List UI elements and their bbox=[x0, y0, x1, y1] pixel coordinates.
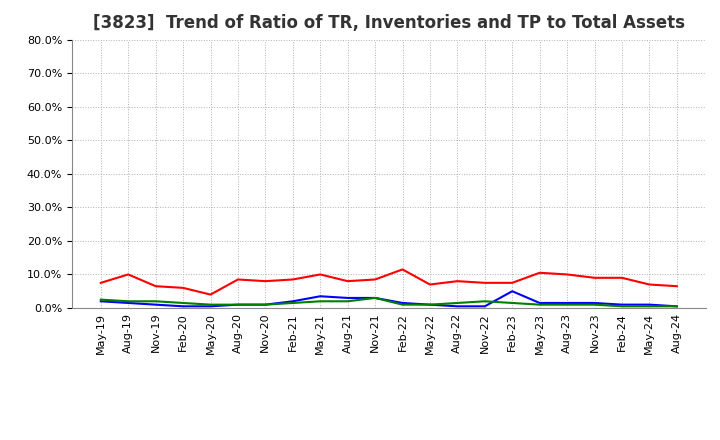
Inventories bbox=[124, 301, 132, 306]
Trade Payables bbox=[453, 301, 462, 306]
Trade Receivables bbox=[645, 282, 654, 287]
Inventories bbox=[508, 289, 516, 294]
Trade Payables bbox=[536, 302, 544, 307]
Trade Receivables bbox=[343, 279, 352, 284]
Trade Payables bbox=[590, 302, 599, 307]
Trade Receivables bbox=[289, 277, 297, 282]
Trade Payables bbox=[563, 302, 572, 307]
Trade Receivables bbox=[371, 277, 379, 282]
Inventories bbox=[206, 304, 215, 309]
Trade Receivables bbox=[398, 267, 407, 272]
Trade Receivables bbox=[316, 272, 325, 277]
Trade Receivables bbox=[261, 279, 270, 284]
Trade Receivables bbox=[453, 279, 462, 284]
Trade Receivables bbox=[590, 275, 599, 280]
Inventories bbox=[179, 304, 187, 309]
Trade Payables bbox=[508, 301, 516, 306]
Inventories bbox=[233, 302, 242, 307]
Inventories bbox=[672, 304, 681, 309]
Trade Payables bbox=[343, 299, 352, 304]
Inventories bbox=[453, 304, 462, 309]
Inventories bbox=[426, 302, 434, 307]
Inventories bbox=[618, 302, 626, 307]
Trade Receivables bbox=[672, 283, 681, 289]
Inventories bbox=[480, 304, 489, 309]
Inventories bbox=[343, 295, 352, 301]
Trade Receivables bbox=[124, 272, 132, 277]
Inventories bbox=[398, 301, 407, 306]
Trade Receivables bbox=[536, 270, 544, 275]
Trade Payables bbox=[480, 299, 489, 304]
Inventories bbox=[645, 302, 654, 307]
Inventories bbox=[96, 299, 105, 304]
Trade Payables bbox=[316, 299, 325, 304]
Trade Receivables bbox=[618, 275, 626, 280]
Trade Receivables bbox=[151, 283, 160, 289]
Trade Receivables bbox=[480, 280, 489, 286]
Inventories bbox=[316, 293, 325, 299]
Trade Payables bbox=[179, 301, 187, 306]
Trade Payables bbox=[233, 302, 242, 307]
Trade Payables bbox=[398, 302, 407, 307]
Inventories bbox=[371, 295, 379, 301]
Inventories bbox=[151, 302, 160, 307]
Trade Payables bbox=[618, 304, 626, 309]
Trade Receivables bbox=[426, 282, 434, 287]
Line: Inventories: Inventories bbox=[101, 291, 677, 306]
Trade Receivables bbox=[96, 280, 105, 286]
Inventories bbox=[536, 301, 544, 306]
Trade Receivables bbox=[563, 272, 572, 277]
Trade Receivables bbox=[233, 277, 242, 282]
Trade Payables bbox=[124, 299, 132, 304]
Trade Payables bbox=[261, 302, 270, 307]
Line: Trade Payables: Trade Payables bbox=[101, 298, 677, 306]
Trade Payables bbox=[206, 302, 215, 307]
Trade Payables bbox=[645, 304, 654, 309]
Trade Receivables bbox=[508, 280, 516, 286]
Inventories bbox=[289, 299, 297, 304]
Inventories bbox=[563, 301, 572, 306]
Title: [3823]  Trend of Ratio of TR, Inventories and TP to Total Assets: [3823] Trend of Ratio of TR, Inventories… bbox=[93, 15, 685, 33]
Trade Receivables bbox=[206, 292, 215, 297]
Inventories bbox=[261, 302, 270, 307]
Trade Payables bbox=[289, 301, 297, 306]
Trade Payables bbox=[371, 295, 379, 301]
Line: Trade Receivables: Trade Receivables bbox=[101, 269, 677, 295]
Inventories bbox=[590, 301, 599, 306]
Trade Payables bbox=[96, 297, 105, 302]
Trade Payables bbox=[426, 302, 434, 307]
Trade Payables bbox=[151, 299, 160, 304]
Trade Payables bbox=[672, 304, 681, 309]
Trade Receivables bbox=[179, 285, 187, 290]
